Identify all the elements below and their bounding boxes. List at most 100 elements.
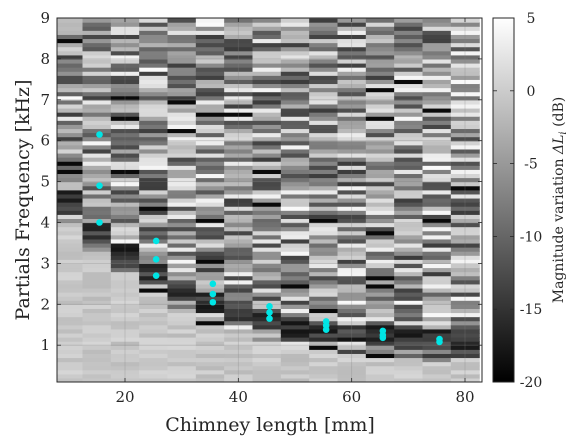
heatmap-cell	[450, 140, 480, 146]
heatmap-cell	[309, 226, 339, 232]
heatmap-cell	[224, 38, 254, 44]
heatmap-cell	[337, 210, 367, 215]
heatmap-cell	[422, 18, 452, 23]
heatmap-cell	[195, 341, 225, 346]
heatmap-cell	[195, 304, 225, 309]
heatmap-cell	[280, 18, 310, 23]
heatmap-cell	[139, 279, 169, 285]
heatmap-cell	[82, 287, 112, 293]
heatmap-cell	[195, 124, 225, 130]
heatmap-cell	[139, 83, 169, 89]
heatmap-cell	[337, 373, 367, 379]
heatmap-cell	[252, 169, 282, 175]
heatmap-cell	[139, 300, 169, 305]
heatmap-cell	[280, 62, 310, 68]
heatmap-cell	[195, 189, 225, 195]
heatmap-cell	[365, 67, 395, 72]
heatmap-cell	[365, 238, 395, 244]
heatmap-cell	[450, 120, 480, 125]
heatmap-cell	[365, 361, 395, 367]
heatmap-cell	[280, 345, 310, 350]
heatmap-cell	[422, 345, 452, 350]
heatmap-cell	[394, 202, 424, 207]
heatmap-cell	[57, 365, 84, 371]
heatmap-cell	[422, 279, 452, 285]
y-tick-label: 5	[40, 173, 50, 191]
heatmap-cell	[280, 103, 310, 109]
heatmap-cell	[57, 349, 84, 354]
heatmap-cell	[224, 238, 254, 244]
heatmap-cell	[110, 144, 140, 150]
heatmap-cell	[365, 226, 395, 232]
heatmap-cell	[394, 308, 424, 314]
heatmap-cell	[224, 34, 254, 40]
heatmap-cell	[252, 193, 282, 199]
heatmap-cell	[57, 26, 84, 31]
heatmap-cell	[167, 91, 197, 97]
heatmap-cell	[224, 357, 254, 363]
heatmap-cell	[280, 38, 310, 44]
heatmap-cell	[110, 304, 140, 309]
heatmap-cell	[394, 87, 424, 93]
heatmap-cell	[365, 369, 395, 375]
heatmap-cell	[57, 124, 84, 130]
heatmap-cell	[82, 79, 112, 85]
heatmap-cell	[280, 337, 310, 342]
heatmap-cell	[110, 103, 140, 109]
heatmap-cell	[337, 34, 367, 40]
heatmap-cell	[309, 238, 339, 244]
heatmap-cell	[224, 267, 254, 273]
heatmap-cell	[394, 46, 424, 52]
heatmap-cell	[280, 197, 310, 203]
heatmap-cell	[280, 377, 310, 382]
heatmap-cell	[224, 312, 254, 318]
heatmap-cell	[337, 148, 367, 154]
heatmap-cell	[82, 255, 112, 260]
heatmap-cell	[82, 95, 112, 101]
heatmap-cell	[57, 259, 84, 264]
heatmap-cell	[422, 116, 452, 121]
heatmap-cell	[110, 369, 140, 375]
heatmap-cell	[195, 377, 225, 382]
heatmap-cell	[195, 332, 225, 338]
heatmap-cell	[139, 357, 169, 363]
heatmap-cell	[365, 120, 395, 125]
heatmap-cell	[82, 369, 112, 375]
heatmap-cell	[280, 247, 310, 252]
heatmap-cell	[365, 324, 395, 330]
heatmap-cell	[224, 193, 254, 199]
heatmap-cell	[139, 292, 169, 297]
heatmap-cell	[195, 128, 225, 134]
heatmap-cell	[450, 103, 480, 109]
heatmap-cell	[167, 42, 197, 48]
heatmap-cell	[224, 349, 254, 354]
heatmap-cell	[224, 144, 254, 150]
heatmap-cell	[57, 22, 84, 27]
heatmap-cell	[337, 316, 367, 322]
heatmap-cell	[422, 275, 452, 281]
heatmap-cell	[394, 185, 424, 191]
heatmap-cell	[252, 177, 282, 183]
heatmap-cell	[337, 124, 367, 130]
heatmap-cell	[365, 193, 395, 199]
heatmap-cell	[394, 238, 424, 244]
heatmap-cell	[309, 300, 339, 305]
heatmap-cell	[139, 365, 169, 371]
heatmap-cell	[110, 157, 140, 162]
heatmap-cell	[139, 218, 169, 224]
heatmap-cell	[195, 38, 225, 44]
heatmap-cell	[309, 46, 339, 52]
heatmap-cell	[450, 58, 480, 64]
heatmap-cell	[280, 283, 310, 289]
heatmap-cell	[224, 353, 254, 359]
heatmap-cell	[309, 83, 339, 89]
heatmap-cell	[82, 173, 112, 179]
heatmap-cell	[168, 382, 197, 387]
heatmap-cell	[224, 292, 254, 297]
heatmap-cell	[394, 296, 424, 301]
heatmap-cell	[450, 263, 480, 269]
heatmap-cell	[309, 71, 339, 76]
heatmap-cell	[252, 337, 282, 342]
heatmap-cell	[224, 75, 254, 80]
heatmap-cell	[365, 91, 395, 97]
